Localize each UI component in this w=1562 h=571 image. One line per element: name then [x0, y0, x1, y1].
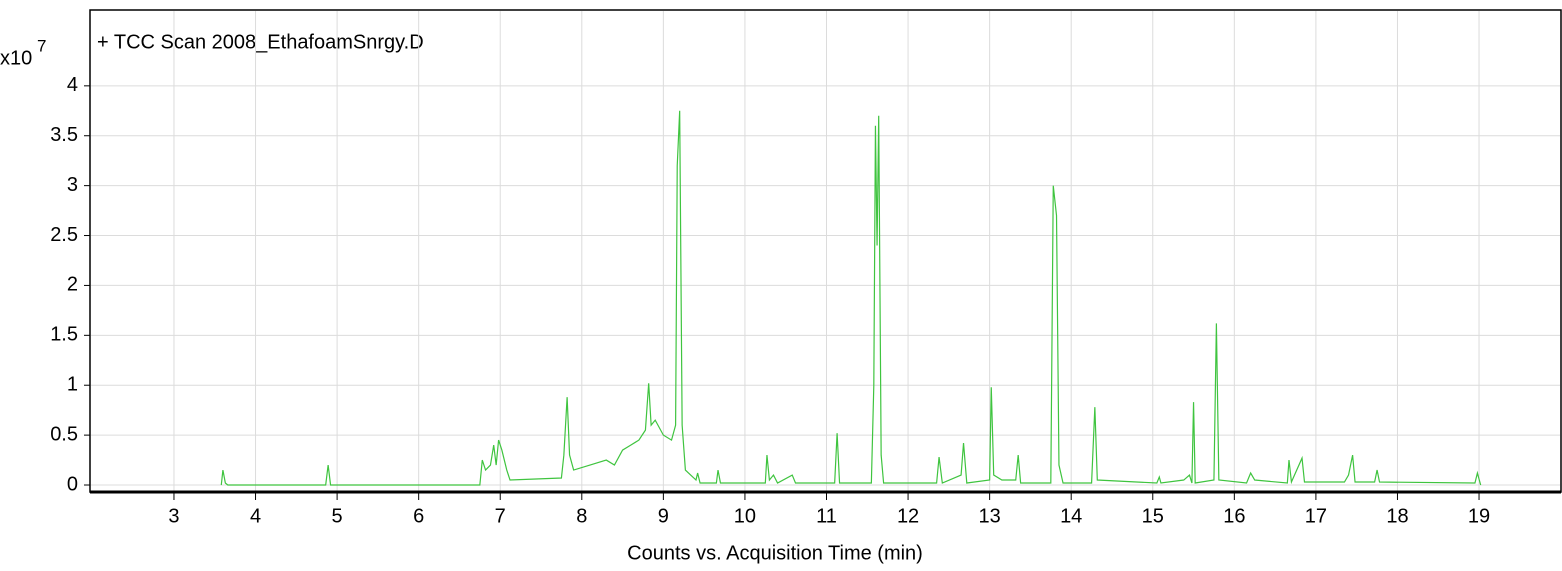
- x-tick-label: 19: [1468, 505, 1490, 527]
- y-multiplier: x10: [0, 47, 32, 69]
- plot-frame: [89, 9, 1562, 493]
- y-tick-label: 2: [67, 274, 78, 296]
- x-tick-label: 15: [1142, 505, 1164, 527]
- x-tick-label: 10: [734, 505, 756, 527]
- x-tick-label: 17: [1305, 505, 1327, 527]
- x-tick-label: 5: [332, 505, 343, 527]
- y-tick-label: 1.5: [50, 324, 78, 346]
- x-tick-label: 14: [1060, 505, 1082, 527]
- x-axis-label: Counts vs. Acquisition Time (min): [627, 542, 923, 564]
- y-tick-label: 4: [67, 74, 78, 96]
- y-tick-label: 1: [67, 374, 78, 396]
- x-tick-label: 18: [1386, 505, 1408, 527]
- y-tick-label: 3: [67, 174, 78, 196]
- x-tick-label: 7: [495, 505, 506, 527]
- y-tick-label: 0.5: [50, 423, 78, 445]
- chart-title: + TCC Scan 2008_EthafoamSnrgy.D: [97, 31, 424, 53]
- y-tick-label: 3.5: [50, 124, 78, 146]
- x-tick-label: 12: [897, 505, 919, 527]
- x-tick-label: 3: [168, 505, 179, 527]
- chromatogram-line: [220, 110, 1482, 486]
- x-tick-label: 9: [658, 505, 669, 527]
- y-tick-label: 0: [67, 473, 78, 495]
- x-tick-label: 11: [816, 505, 837, 527]
- y-exponent: 7: [37, 36, 46, 55]
- x-tick-label: 4: [250, 505, 261, 527]
- x-tick-label: 16: [1223, 505, 1245, 527]
- x-tick-label: 6: [413, 505, 424, 527]
- x-tick-label: 13: [979, 505, 1001, 527]
- x-tick-label: 8: [576, 505, 587, 527]
- y-tick-label: 2.5: [50, 224, 78, 246]
